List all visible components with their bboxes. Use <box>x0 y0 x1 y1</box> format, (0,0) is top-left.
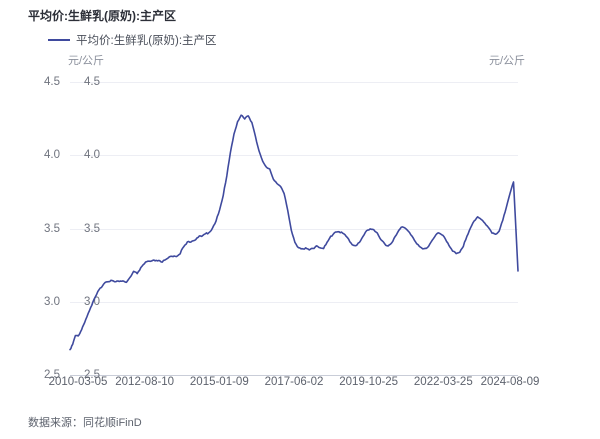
y-tick-label-left-3.5: 3.5 <box>44 222 60 235</box>
gridline-4.0 <box>70 155 518 157</box>
x-tick-label-2019-10-25: 2019-10-25 <box>339 376 399 388</box>
y-axis-unit-left: 元/公斤 <box>68 55 105 67</box>
x-axis-labels: 2010-03-05 2012-08-10 2015-01-09 2017-06-02… <box>0 376 600 396</box>
y-tick-label-left-2.5: 2.5 <box>44 369 60 381</box>
gridline-4.5 <box>70 82 518 83</box>
chart-title: 平均价:生鲜乳(原奶):主产区 <box>28 9 176 23</box>
chart-legend: 平均价:生鲜乳(原奶):主产区 <box>48 32 217 48</box>
y-axis-unit-right: 元/公斤 <box>489 55 526 67</box>
series-path-average-price <box>69 114 519 351</box>
x-tick-label-2022-03-25: 2022-03-25 <box>413 376 473 388</box>
gridline-2.5 <box>70 375 518 376</box>
data-source-note: 数据来源：同花顺iFinD <box>28 417 142 429</box>
legend-line-swatch <box>48 39 70 41</box>
legend-label-series-1: 平均价:生鲜乳(原奶):主产区 <box>76 35 217 47</box>
x-tick-label-2017-06-02: 2017-06-02 <box>264 376 324 388</box>
y-tick-label-left-4.0: 4.0 <box>44 149 60 162</box>
x-tick-label-2024-08-09: 2024-08-09 <box>480 376 540 388</box>
y-tick-label-right-4.0: 4.0 <box>84 149 100 162</box>
y-tick-label-right-3.0: 3.0 <box>84 295 100 308</box>
x-tick-label-2010-03-05: 2010-03-05 <box>48 376 108 388</box>
y-tick-label-right-3.5: 3.5 <box>84 222 100 235</box>
y-tick-label-left-4.5: 4.5 <box>44 76 60 88</box>
y-tick-label-right-2.5: 2.5 <box>84 369 100 381</box>
y-tick-label-right-4.5: 4.5 <box>84 76 100 88</box>
x-tick-label-2015-01-09: 2015-01-09 <box>189 376 249 388</box>
gridline-3.0 <box>70 301 518 303</box>
series-line-chart <box>69 114 519 351</box>
plot-area: 2.5 2.5 3.0 3.0 3.5 3.5 4.0 4.0 4.5 4.5 <box>44 76 519 381</box>
x-tick-label-2012-08-10: 2012-08-10 <box>115 376 175 388</box>
y-tick-label-left-3.0: 3.0 <box>44 295 60 308</box>
gridline-3.5 <box>70 228 518 230</box>
